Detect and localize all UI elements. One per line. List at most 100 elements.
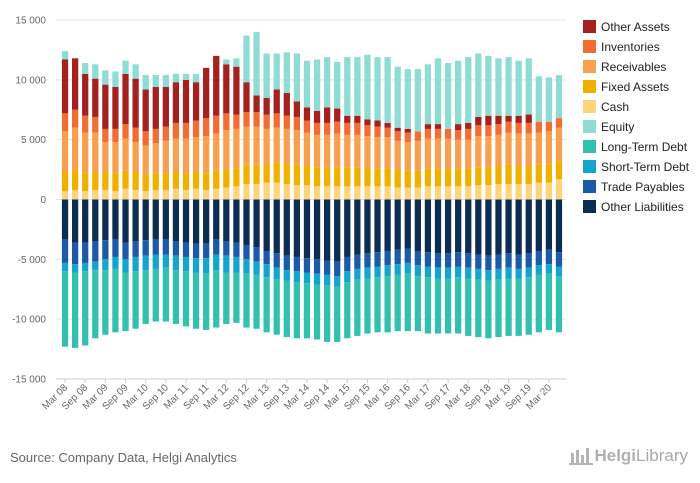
bar-segment xyxy=(374,168,381,187)
bar-segment xyxy=(283,199,290,256)
legend-label: Trade Payables xyxy=(601,180,685,194)
bar-segment xyxy=(253,261,260,275)
bar-segment xyxy=(253,164,260,184)
bar-segment xyxy=(394,264,401,275)
bar-segment xyxy=(243,164,250,184)
bar-segment xyxy=(122,199,129,243)
bar-segment xyxy=(495,254,502,269)
y-tick-label: 10 000 xyxy=(15,75,46,86)
bar-segment xyxy=(82,73,89,116)
bar-segment xyxy=(434,267,442,279)
legend-swatch xyxy=(583,180,596,193)
bar-segment xyxy=(384,186,391,200)
bar-segment xyxy=(273,162,280,183)
bar-segment xyxy=(394,66,401,128)
bar-segment xyxy=(424,64,432,125)
bar-segment xyxy=(354,57,361,116)
bar-segment xyxy=(324,167,331,187)
bar-segment xyxy=(465,186,472,200)
bar-segment xyxy=(122,73,129,125)
bar-segment xyxy=(313,110,321,123)
bar-segment xyxy=(273,89,280,114)
bar-segment xyxy=(122,124,129,139)
bar-segment xyxy=(273,113,280,128)
bar-segment xyxy=(283,183,290,200)
bar-segment xyxy=(334,121,341,134)
bar-segment xyxy=(172,270,180,324)
bar-segment xyxy=(434,278,442,334)
bar-segment xyxy=(475,125,482,137)
bar-segment xyxy=(465,267,472,279)
bar-segment xyxy=(444,278,452,334)
bar-segment xyxy=(515,183,522,200)
bar-segment xyxy=(545,77,553,122)
legend-swatch xyxy=(583,20,596,33)
bar-segment xyxy=(404,69,411,129)
bar-segment xyxy=(495,134,502,166)
bar-segment xyxy=(515,165,522,184)
bar-segment xyxy=(142,75,149,90)
bar-segment xyxy=(394,131,401,141)
bar-segment xyxy=(354,134,361,168)
bar-segment xyxy=(384,57,391,123)
bar-segment xyxy=(455,168,462,187)
bar-segment xyxy=(283,255,290,271)
bar-segment xyxy=(102,171,109,190)
bar-segment xyxy=(303,107,311,121)
bar-segment xyxy=(132,241,139,257)
bar-segment xyxy=(61,113,69,132)
bar-segment xyxy=(213,133,220,171)
bar-segment xyxy=(233,186,240,200)
bar-segment xyxy=(283,270,290,281)
bar-segment xyxy=(475,268,482,280)
bar-segment xyxy=(192,73,200,83)
bar-segment xyxy=(374,252,381,267)
bar-segment xyxy=(172,188,180,200)
bar-segment xyxy=(344,256,351,272)
bar-segment xyxy=(334,276,341,287)
bar-segment xyxy=(334,186,341,200)
bar-segment xyxy=(515,115,522,123)
bar-segment xyxy=(303,199,311,259)
bar-segment xyxy=(364,136,371,169)
bar-segment xyxy=(495,115,502,125)
bar-segment xyxy=(404,132,411,143)
bar-segment xyxy=(293,199,301,257)
bar-segment xyxy=(112,128,119,143)
bar-segment xyxy=(515,199,522,255)
bar-segment xyxy=(394,274,401,332)
bar-segment xyxy=(535,250,542,266)
bar-segment xyxy=(303,120,311,133)
bar-segment xyxy=(192,243,200,259)
legend-swatch xyxy=(583,40,596,53)
bar-segment xyxy=(374,199,381,253)
bar-segment xyxy=(152,238,159,255)
bar-segment xyxy=(273,53,280,90)
bar-segment xyxy=(404,262,411,274)
y-tick-label: 15 000 xyxy=(15,16,46,27)
bar-segment xyxy=(475,279,482,338)
bar-segment xyxy=(313,284,321,340)
bar-segment xyxy=(303,60,311,108)
bar-segment xyxy=(293,101,301,117)
bar-segment xyxy=(92,171,99,190)
bar-segment xyxy=(233,128,240,169)
bar-segment xyxy=(92,241,99,262)
bar-segment xyxy=(384,127,391,138)
legend-label: Fixed Assets xyxy=(601,80,669,94)
bar-segment xyxy=(92,189,99,200)
legend-label: Long-Term Debt xyxy=(601,140,688,154)
bar-segment xyxy=(414,199,421,251)
bar-segment xyxy=(182,138,190,174)
legend-swatch xyxy=(583,120,596,133)
bar-segment xyxy=(152,254,159,269)
bar-segment xyxy=(213,238,220,255)
bar-segment xyxy=(545,249,553,265)
bar-segment xyxy=(263,97,270,115)
bar-segment xyxy=(404,142,411,171)
bar-segment xyxy=(223,199,230,242)
bar-segment xyxy=(485,255,492,271)
bar-segment xyxy=(263,264,270,278)
bar-segment xyxy=(293,185,301,200)
bar-segment xyxy=(414,170,421,188)
